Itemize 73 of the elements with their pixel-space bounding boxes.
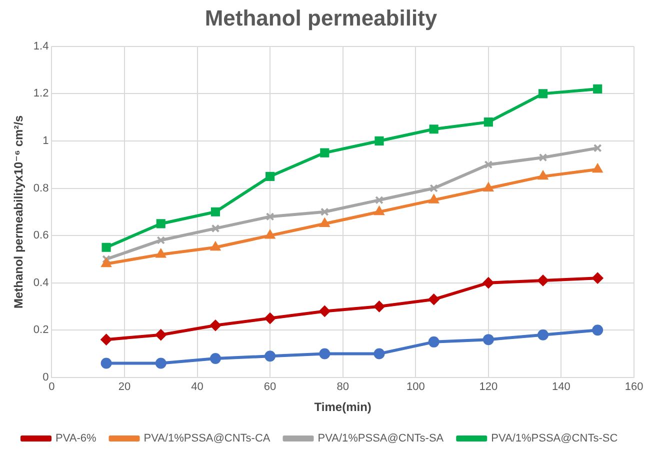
x-tick-label: 120 bbox=[479, 381, 498, 394]
point bbox=[538, 89, 548, 98]
point bbox=[102, 242, 111, 252]
point bbox=[428, 194, 439, 204]
point bbox=[266, 212, 274, 221]
point bbox=[538, 329, 549, 340]
point bbox=[319, 348, 330, 360]
point bbox=[374, 348, 385, 360]
point bbox=[264, 350, 276, 362]
point bbox=[156, 219, 166, 228]
point bbox=[102, 255, 110, 264]
y-tick-label: 1 bbox=[42, 135, 49, 148]
y-axis-title: Methanol permeabilityx10⁻⁶ cm²/s bbox=[12, 114, 26, 309]
point bbox=[484, 160, 493, 169]
point bbox=[156, 248, 166, 258]
point bbox=[538, 170, 548, 180]
point bbox=[210, 207, 220, 216]
point bbox=[538, 153, 548, 162]
point bbox=[484, 182, 494, 192]
point bbox=[320, 218, 330, 227]
y-tick-label: 0.4 bbox=[33, 276, 49, 289]
point bbox=[482, 334, 494, 346]
point bbox=[155, 358, 166, 369]
point bbox=[482, 277, 494, 288]
x-axis-title: Time(min) bbox=[314, 400, 372, 414]
point bbox=[101, 258, 112, 268]
x-tick-label: 20 bbox=[118, 381, 131, 394]
point bbox=[265, 230, 275, 239]
point bbox=[320, 208, 329, 216]
point bbox=[100, 334, 112, 346]
point bbox=[430, 184, 438, 192]
point bbox=[428, 336, 440, 348]
point bbox=[592, 164, 603, 173]
point bbox=[155, 329, 166, 340]
x-tick-label: 140 bbox=[552, 381, 570, 394]
y-tick-label: 1.2 bbox=[33, 88, 49, 100]
point bbox=[374, 206, 384, 216]
legend-label: PVA-6% bbox=[56, 432, 96, 445]
point bbox=[592, 324, 604, 336]
point bbox=[375, 196, 384, 204]
point bbox=[210, 352, 221, 364]
x-tick-label: 40 bbox=[191, 381, 204, 394]
point bbox=[320, 148, 330, 158]
point bbox=[429, 124, 438, 134]
point bbox=[538, 274, 549, 286]
point bbox=[100, 358, 112, 369]
point bbox=[374, 300, 385, 312]
point bbox=[319, 306, 330, 317]
legend-label: PVA/1%PSSA@CNTs-SC bbox=[491, 432, 618, 445]
x-tick-label: 100 bbox=[406, 381, 425, 394]
point bbox=[484, 118, 493, 127]
point bbox=[211, 224, 220, 233]
point bbox=[156, 236, 166, 244]
x-tick-label: 80 bbox=[336, 381, 349, 394]
x-tick-label: 60 bbox=[264, 381, 276, 394]
point bbox=[592, 272, 604, 284]
y-tick-label: 1.4 bbox=[33, 40, 49, 52]
y-tick-label: 0.2 bbox=[33, 324, 49, 336]
point bbox=[593, 84, 602, 94]
point bbox=[593, 144, 602, 152]
point bbox=[266, 172, 275, 181]
point bbox=[428, 294, 440, 305]
y-tick-label: 0.6 bbox=[33, 230, 49, 242]
point bbox=[374, 136, 384, 146]
legend-label: PVA/1%PSSA@CNTs-SA bbox=[318, 432, 444, 445]
point bbox=[210, 320, 221, 331]
chart-title: Methanol permeability bbox=[204, 5, 438, 30]
y-tick-label: 0.8 bbox=[33, 182, 49, 194]
legend-label: PVA/1%PSSA@CNTs-CA bbox=[144, 432, 271, 445]
point bbox=[210, 242, 220, 251]
y-tick-label: 0 bbox=[42, 371, 49, 384]
x-tick-label: 160 bbox=[624, 381, 644, 394]
point bbox=[264, 312, 276, 324]
